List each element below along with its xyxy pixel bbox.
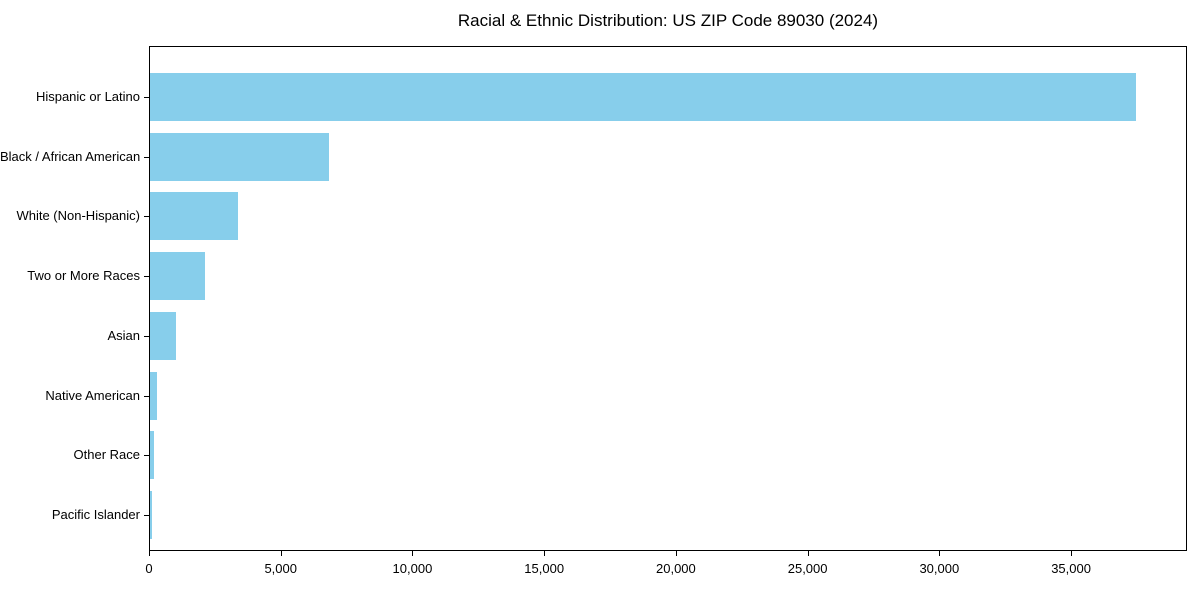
y-tick-label: Asian [107,327,140,343]
bar [150,311,177,360]
plot-area [149,46,1187,551]
bar [150,192,239,241]
y-tick-mark [144,395,149,397]
y-tick-mark [144,216,149,218]
x-tick-label: 25,000 [787,561,828,576]
x-tick-mark [412,551,414,556]
x-tick-mark [149,551,150,556]
x-tick-mark [280,551,282,556]
x-tick-label: 35,000 [1051,561,1091,576]
y-tick-label: White (Non-Hispanic) [16,208,140,224]
x-tick-mark [807,551,809,556]
x-tick-mark [544,551,546,556]
x-tick-label: 0 [145,561,153,576]
y-tick-label: Native American [45,387,140,403]
y-tick-mark [144,455,149,457]
x-tick-label: 5,000 [264,561,297,576]
y-tick-mark [144,156,149,158]
y-tick-mark [144,335,149,337]
bar [150,252,206,301]
bar [150,73,1137,121]
y-tick-label: Hispanic or Latino [35,89,140,104]
y-tick-label: Pacific Islander [51,506,140,522]
x-tick-label: 15,000 [524,561,565,576]
bar [150,431,154,480]
x-tick-label: 30,000 [919,561,960,576]
x-tick-mark [675,551,677,556]
x-tick-label: 20,000 [656,561,696,576]
chart-title: Racial & Ethnic Distribution: US ZIP Cod… [457,11,879,30]
x-tick-mark [939,551,941,556]
y-tick-label: Two or More Races [27,268,140,284]
y-tick-mark [144,276,149,278]
bar [150,371,157,420]
y-tick-mark [144,97,149,98]
y-tick-label: Black / African American [0,148,141,164]
bar [150,132,329,181]
x-tick-label: 10,000 [392,561,433,576]
x-tick-mark [1071,551,1073,556]
bar [150,490,153,539]
y-tick-label: Other Race [73,447,140,463]
y-tick-mark [144,514,149,516]
